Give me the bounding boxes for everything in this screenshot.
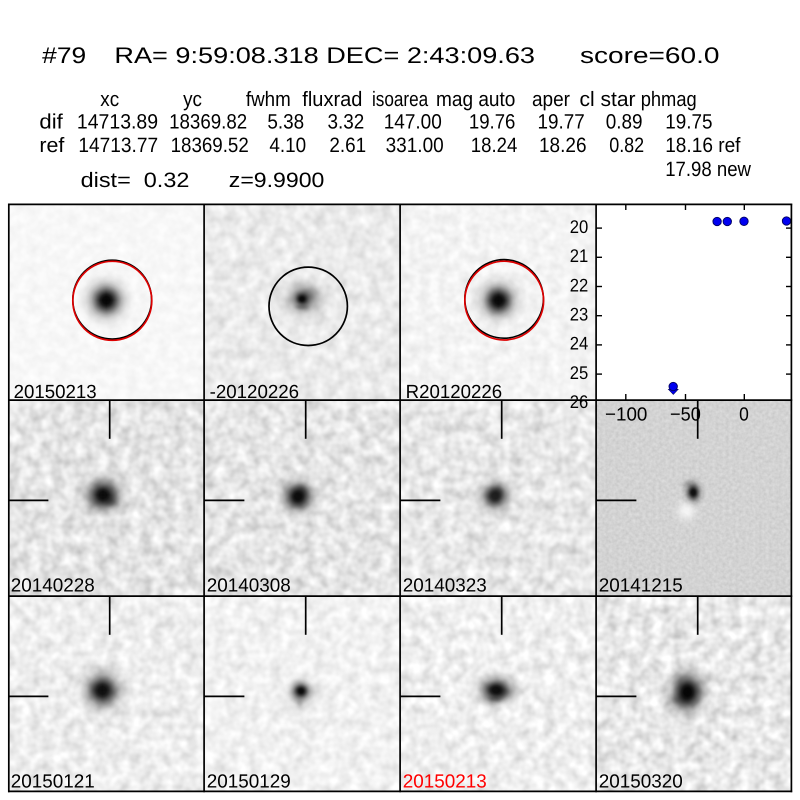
svg-text:score=60.0: score=60.0 [580,43,720,68]
svg-text:21: 21 [570,245,589,266]
svg-text:20150213: 20150213 [14,382,97,403]
svg-text:20150129: 20150129 [207,772,291,793]
svg-text:2.61: 2.61 [329,134,366,157]
svg-text:20140228: 20140228 [11,576,95,597]
svg-text:331.00: 331.00 [386,134,444,157]
svg-text:23: 23 [570,304,589,325]
svg-text:0: 0 [739,405,749,426]
svg-text:147.00: 147.00 [384,110,442,133]
svg-text:isoarea: isoarea [372,88,429,111]
svg-text:25: 25 [570,362,589,383]
svg-text:20141215: 20141215 [599,576,683,597]
svg-text:24: 24 [570,333,589,354]
svg-text:aper: aper [532,88,570,111]
svg-text:19.76: 19.76 [469,110,516,133]
svg-text:phmag: phmag [641,88,697,111]
svg-text:3.32: 3.32 [328,110,365,133]
svg-text:0.82: 0.82 [609,134,644,157]
svg-text:14713.89: 14713.89 [77,110,158,133]
svg-text:cl star: cl star [580,88,636,111]
svg-text:18.26: 18.26 [539,134,587,157]
svg-text:20150121: 20150121 [11,772,95,793]
svg-text:RA= 9:59:08.318 DEC= 2:43:09.6: RA= 9:59:08.318 DEC= 2:43:09.63 [114,43,535,68]
svg-text:yc: yc [183,88,202,111]
svg-text:18369.82: 18369.82 [169,110,247,133]
svg-text:-20120226: -20120226 [210,382,300,403]
svg-text:20150320: 20150320 [599,772,683,793]
svg-text:22: 22 [570,274,589,295]
svg-text:4.10: 4.10 [269,134,306,157]
svg-text:xc: xc [100,88,119,111]
svg-text:−50: −50 [670,405,701,426]
svg-text:−100: −100 [605,405,647,426]
svg-text:19.77: 19.77 [538,110,585,133]
svg-text:fwhm: fwhm [246,88,291,111]
svg-text:18.16 ref: 18.16 ref [665,134,741,157]
svg-text:dif: dif [39,110,63,133]
svg-text:ref: ref [39,134,64,157]
svg-text:R20120226: R20120226 [406,382,503,403]
svg-text:18.24: 18.24 [471,134,518,157]
svg-text:19.75: 19.75 [665,110,712,133]
svg-text:5.38: 5.38 [267,110,304,133]
svg-text:20: 20 [570,216,589,237]
svg-text:0.89: 0.89 [606,110,643,133]
svg-text:20140323: 20140323 [403,576,487,597]
svg-text:14713.77: 14713.77 [78,134,158,157]
svg-text:20140308: 20140308 [207,576,291,597]
svg-text:mag auto: mag auto [436,88,515,111]
svg-text:20150213: 20150213 [403,772,487,793]
svg-text:dist= 0.32: dist= 0.32 [81,169,190,192]
svg-text:18369.52: 18369.52 [171,134,249,157]
svg-text:26: 26 [570,391,589,412]
svg-text:#79: #79 [42,43,86,68]
svg-text:z=9.9900: z=9.9900 [229,169,325,192]
svg-text:fluxrad: fluxrad [302,88,362,111]
svg-text:17.98 new: 17.98 new [665,158,752,181]
